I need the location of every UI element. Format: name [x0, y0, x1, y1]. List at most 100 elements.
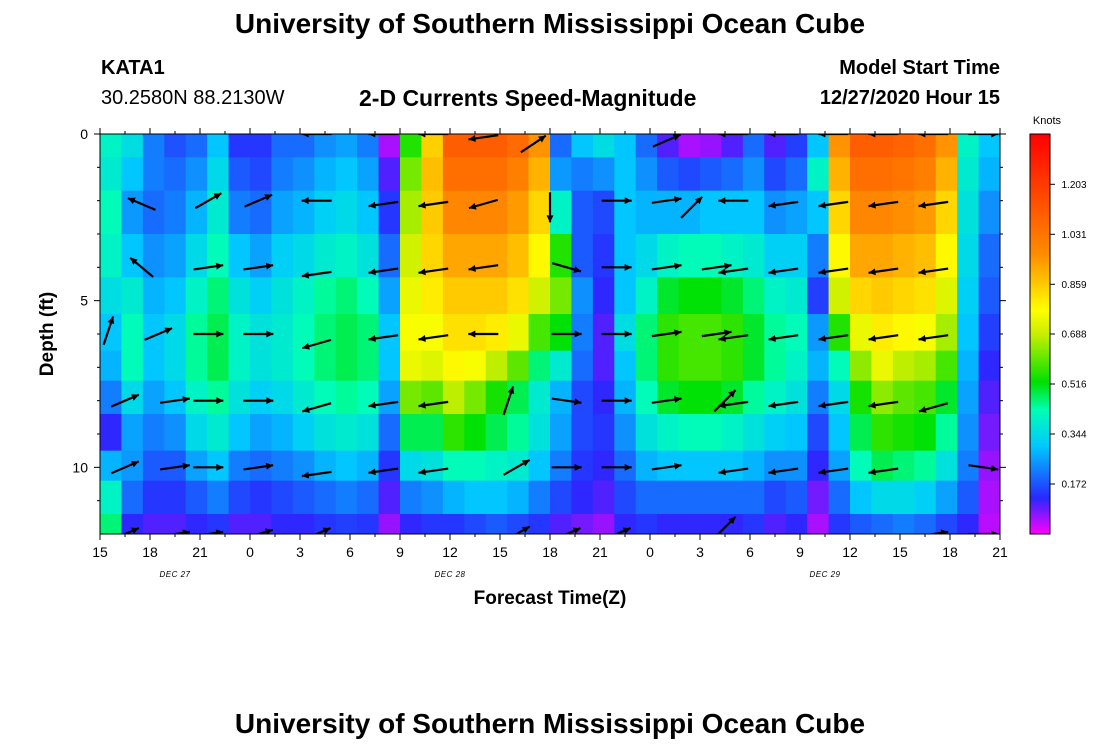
heatmap-cell	[721, 314, 744, 352]
heatmap-cell	[764, 380, 787, 415]
heatmap-cell	[164, 350, 187, 382]
heatmap-cell	[185, 480, 208, 515]
heatmap-cell	[764, 450, 787, 482]
current-vector	[301, 402, 332, 413]
current-vector	[701, 262, 732, 271]
heatmap-cell	[807, 190, 830, 235]
heatmap-cell	[314, 414, 337, 452]
heatmap-cell	[550, 314, 573, 352]
heatmap-cell	[314, 314, 337, 352]
heatmap-cell	[614, 234, 637, 278]
heatmap-cell	[528, 514, 551, 534]
heatmap-cell	[850, 277, 873, 315]
current-vector	[768, 334, 799, 342]
x-tick-label: 6	[746, 544, 754, 560]
heatmap-cell	[785, 380, 808, 415]
heatmap-cell	[121, 234, 144, 278]
heatmap-cell	[314, 380, 337, 415]
colorbar-tick-label: 0.688	[1061, 330, 1086, 341]
heatmap-cell	[228, 314, 251, 352]
heatmap-cell	[635, 480, 658, 515]
current-vector	[718, 334, 749, 342]
heatmap-cell	[614, 277, 637, 315]
current-vector	[368, 467, 399, 476]
heatmap-cell	[592, 450, 615, 482]
heatmap-cell	[400, 134, 423, 158]
heatmap-cell	[357, 190, 380, 235]
current-vector	[651, 196, 682, 204]
heatmap-cell	[528, 414, 551, 452]
heatmap-cell	[592, 514, 615, 534]
heatmap-cell	[721, 480, 744, 515]
heatmap-cell	[764, 134, 787, 158]
current-vector	[818, 267, 849, 276]
heatmap-cell	[957, 157, 980, 192]
heatmap-cell	[678, 350, 701, 382]
heatmap-cell	[292, 157, 315, 192]
current-vector	[652, 134, 681, 148]
model-start-label: Model Start Time	[839, 57, 1000, 79]
heatmap-cell	[957, 314, 980, 352]
heatmap-cell	[121, 350, 144, 382]
heatmap-cell	[121, 314, 144, 352]
heatmap-cell	[292, 314, 315, 352]
heatmap-cell	[250, 480, 273, 515]
heatmap-cell	[721, 134, 744, 158]
colorbar-tick-label: 1.203	[1061, 180, 1086, 191]
current-vector	[868, 200, 899, 209]
heatmap-cell	[485, 190, 508, 235]
heatmap-cell	[142, 450, 165, 482]
heatmap-cell	[635, 350, 658, 382]
heatmap-cell	[207, 350, 230, 382]
heatmap-cell	[700, 350, 723, 382]
current-vector	[651, 329, 682, 338]
heatmap-cell	[850, 514, 873, 534]
current-vector	[968, 530, 999, 534]
current-vector	[680, 195, 704, 219]
current-vector	[102, 316, 115, 346]
heatmap-cell	[914, 380, 937, 415]
heatmap-cell	[250, 380, 273, 415]
heatmap-cell	[592, 190, 615, 235]
heatmap-cell	[421, 134, 444, 158]
heatmap-cell	[378, 414, 401, 452]
current-vector	[818, 400, 849, 409]
current-vector	[718, 267, 749, 276]
current-vector	[818, 334, 849, 342]
heatmap-cell	[785, 134, 808, 158]
heatmap-cell	[164, 277, 187, 315]
heatmap-cell	[571, 350, 594, 382]
heatmap-cell	[935, 414, 958, 452]
heatmap-cell	[335, 514, 358, 534]
current-vector	[925, 529, 949, 534]
heatmap-cell	[635, 157, 658, 192]
heatmap-cell	[207, 514, 230, 534]
x-tick-label: 3	[696, 544, 704, 560]
heatmap-cell	[442, 157, 465, 192]
current-vector	[968, 464, 999, 472]
heatmap-cell	[914, 414, 937, 452]
heatmap-cell	[185, 450, 208, 482]
heatmap-cell	[614, 157, 637, 192]
current-vector	[768, 200, 799, 209]
heatmap-cell	[292, 234, 315, 278]
current-vector	[768, 400, 799, 409]
heatmap-cell	[807, 450, 830, 482]
heatmap-cell	[700, 190, 723, 235]
current-vector	[718, 134, 749, 138]
heatmap-cell	[678, 234, 701, 278]
current-vector	[110, 460, 140, 475]
heatmap-cell	[528, 380, 551, 415]
heatmap-cell	[442, 350, 465, 382]
current-vector	[129, 256, 154, 278]
heatmap-cell	[742, 350, 765, 382]
heatmap-cell	[228, 157, 251, 192]
current-vector	[918, 402, 949, 413]
current-vector	[651, 462, 682, 471]
heatmap-cell	[100, 350, 123, 382]
heatmap-cell	[678, 450, 701, 482]
heatmap-cell	[357, 134, 380, 158]
heatmap-cell	[850, 450, 873, 482]
heatmap-cell	[807, 380, 830, 415]
current-vector	[918, 134, 949, 138]
